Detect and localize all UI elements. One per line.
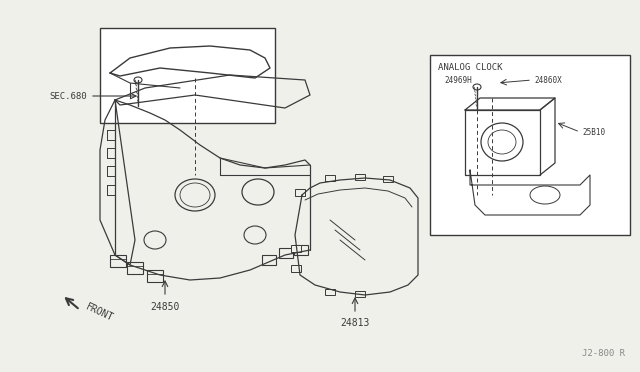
Text: FRONT: FRONT [84, 301, 115, 323]
FancyBboxPatch shape [383, 176, 393, 182]
Text: SEC.680: SEC.680 [49, 92, 87, 100]
FancyBboxPatch shape [294, 245, 308, 255]
Text: 24813: 24813 [340, 318, 370, 328]
FancyBboxPatch shape [430, 55, 630, 235]
FancyBboxPatch shape [279, 248, 293, 258]
FancyBboxPatch shape [127, 262, 143, 274]
Text: J2-800 R: J2-800 R [582, 349, 625, 358]
FancyBboxPatch shape [295, 189, 305, 196]
FancyBboxPatch shape [262, 255, 276, 265]
FancyBboxPatch shape [325, 175, 335, 181]
Text: 24860X: 24860X [534, 76, 562, 84]
FancyBboxPatch shape [291, 264, 301, 272]
FancyBboxPatch shape [147, 270, 163, 282]
FancyBboxPatch shape [110, 255, 126, 267]
FancyBboxPatch shape [100, 28, 275, 123]
Text: 25B10: 25B10 [582, 128, 605, 137]
Text: 24969H: 24969H [444, 76, 472, 84]
Text: ANALOG CLOCK: ANALOG CLOCK [438, 62, 502, 71]
FancyBboxPatch shape [325, 289, 335, 295]
Text: 24850: 24850 [150, 302, 180, 312]
FancyBboxPatch shape [355, 174, 365, 180]
FancyBboxPatch shape [355, 291, 365, 297]
FancyBboxPatch shape [291, 244, 301, 251]
